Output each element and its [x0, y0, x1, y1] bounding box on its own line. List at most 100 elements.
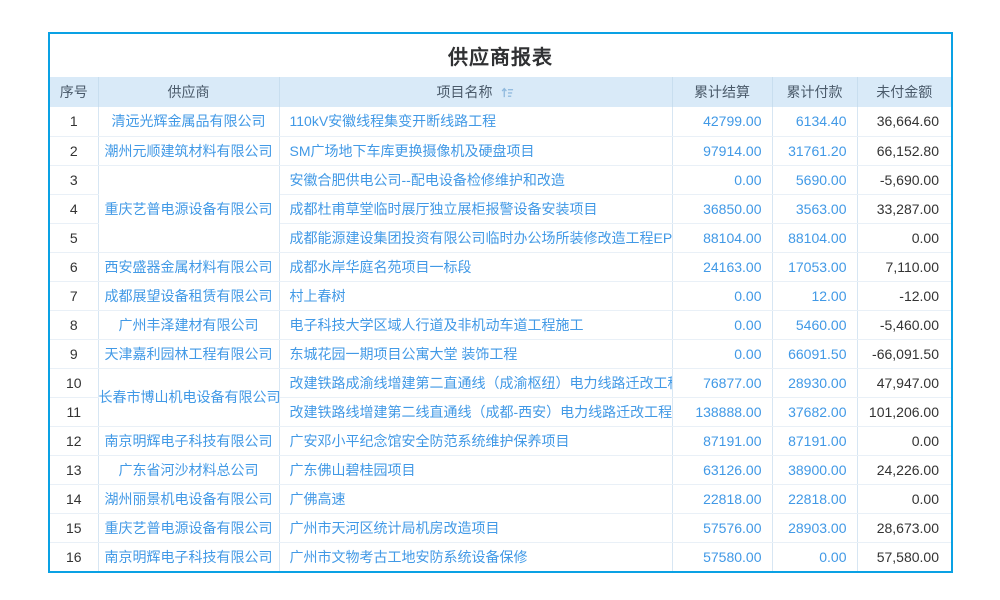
project-name-cell[interactable]: 广佛高速 — [279, 484, 673, 514]
settled-amount-cell[interactable]: 0.00 — [672, 165, 773, 195]
table-row: 3 重庆艺普电源设备有限公司 安徽合肥供电公司--配电设备检修维护和改造 0.00 56… — [50, 165, 951, 253]
supplier-cell[interactable]: 潮州元顺建筑材料有限公司 — [98, 136, 280, 166]
project-name-cell[interactable]: SM广场地下车库更换摄像机及硬盘项目 — [279, 136, 673, 166]
paid-amount-cell[interactable]: 66091.50 — [772, 339, 858, 369]
page-title: 供应商报表 — [448, 47, 553, 69]
table-row: 12 南京明辉电子科技有限公司 广安邓小平纪念馆安全防范系统维护保养项目 87191.… — [50, 426, 951, 456]
paid-amount-cell[interactable]: 28930.00 — [772, 368, 858, 398]
sort-ascending-icon[interactable] — [501, 86, 514, 99]
table-row: 11 改建铁路线增建第二线直通线（成都-西安）电力线路迁改工程 138888.00 3… — [50, 397, 951, 427]
project-name-cell[interactable]: 村上春树 — [279, 281, 673, 311]
unpaid-amount-cell: 33,287.00 — [857, 194, 951, 224]
project-name-cell[interactable]: 110kV安徽线程集变开断线路工程 — [279, 107, 673, 137]
header-project[interactable]: 项目名称 — [279, 77, 673, 107]
settled-amount-cell[interactable]: 138888.00 — [672, 397, 773, 427]
paid-amount-cell[interactable]: 88104.00 — [772, 223, 858, 253]
paid-amount-cell[interactable]: 6134.40 — [772, 107, 858, 137]
header-no: 序号 — [50, 77, 99, 107]
table-row: 16 南京明辉电子科技有限公司 广州市文物考古工地安防系统设备保修 57580.00 0… — [50, 542, 951, 571]
row-index-cell: 15 — [50, 513, 99, 543]
settled-amount-cell[interactable]: 36850.00 — [672, 194, 773, 224]
project-name-cell[interactable]: 成都水岸华庭名苑项目一标段 — [279, 252, 673, 282]
unpaid-amount-cell: -5,460.00 — [857, 310, 951, 340]
project-name-cell[interactable]: 东城花园一期项目公寓大堂 装饰工程 — [279, 339, 673, 369]
paid-amount-cell[interactable]: 17053.00 — [772, 252, 858, 282]
settled-amount-cell[interactable]: 97914.00 — [672, 136, 773, 166]
table-row: 5成都能源建设集团投资有限公司临时办公场所装修改造工程EPC总承包88104.0… — [50, 223, 951, 253]
table-row: 7 成都展望设备租赁有限公司 村上春树 0.00 12.00 -12.00 — [50, 281, 951, 311]
project-name-cell[interactable]: 成都杜甫草堂临时展厅独立展柜报警设备安装项目 — [279, 194, 673, 224]
supplier-cell[interactable]: 长春市博山机电设备有限公司 — [98, 368, 280, 427]
row-index-cell: 9 — [50, 339, 99, 369]
table-row: 9 天津嘉利园林工程有限公司 东城花园一期项目公寓大堂 装饰工程 0.00 66091.… — [50, 339, 951, 369]
supplier-cell[interactable]: 西安盛器金属材料有限公司 — [98, 252, 280, 282]
settled-amount-cell[interactable]: 57576.00 — [672, 513, 773, 543]
settled-amount-cell[interactable]: 22818.00 — [672, 484, 773, 514]
paid-amount-cell[interactable]: 22818.00 — [772, 484, 858, 514]
settled-amount-cell[interactable]: 0.00 — [672, 310, 773, 340]
supplier-cell[interactable]: 广州丰泽建材有限公司 — [98, 310, 280, 340]
table-row: 15 重庆艺普电源设备有限公司 广州市天河区统计局机房改造项目 57576.00 289… — [50, 513, 951, 543]
paid-amount-cell[interactable]: 5460.00 — [772, 310, 858, 340]
settled-amount-cell[interactable]: 87191.00 — [672, 426, 773, 456]
unpaid-amount-cell: 47,947.00 — [857, 368, 951, 398]
paid-amount-cell[interactable]: 38900.00 — [772, 455, 858, 485]
paid-amount-cell[interactable]: 28903.00 — [772, 513, 858, 543]
supplier-cell[interactable]: 南京明辉电子科技有限公司 — [98, 426, 280, 456]
project-name-cell[interactable]: 成都能源建设集团投资有限公司临时办公场所装修改造工程EPC总承包 — [279, 223, 673, 253]
settled-amount-cell[interactable]: 57580.00 — [672, 542, 773, 571]
paid-amount-cell[interactable]: 5690.00 — [772, 165, 858, 195]
table-row: 1 清远光辉金属品有限公司 110kV安徽线程集变开断线路工程 42799.00 613… — [50, 107, 951, 137]
paid-amount-cell[interactable]: 3563.00 — [772, 194, 858, 224]
settled-amount-cell[interactable]: 76877.00 — [672, 368, 773, 398]
project-name-cell[interactable]: 改建铁路成渝线增建第二直通线（成渝枢纽）电力线路迁改工程 — [279, 368, 673, 398]
project-name-cell[interactable]: 广州市文物考古工地安防系统设备保修 — [279, 542, 673, 571]
report-title-bar: 供应商报表 — [50, 34, 951, 77]
row-index-cell: 4 — [50, 194, 99, 224]
unpaid-amount-cell: 28,673.00 — [857, 513, 951, 543]
row-index-cell: 12 — [50, 426, 99, 456]
project-name-cell[interactable]: 改建铁路线增建第二线直通线（成都-西安）电力线路迁改工程 — [279, 397, 673, 427]
row-index-cell: 13 — [50, 455, 99, 485]
table-body: 1 清远光辉金属品有限公司 110kV安徽线程集变开断线路工程 42799.00 613… — [50, 107, 951, 571]
supplier-report-table: 供应商报表 序号 供应商 项目名称 — [48, 32, 953, 573]
report-table: 序号 供应商 项目名称 累计结算 累计付款 — [50, 77, 951, 571]
settled-amount-cell[interactable]: 63126.00 — [672, 455, 773, 485]
settled-amount-cell[interactable]: 0.00 — [672, 339, 773, 369]
settled-amount-cell[interactable]: 24163.00 — [672, 252, 773, 282]
paid-amount-cell[interactable]: 0.00 — [772, 542, 858, 571]
supplier-cell[interactable]: 重庆艺普电源设备有限公司 — [98, 165, 280, 253]
project-name-cell[interactable]: 电子科技大学区域人行道及非机动车道工程施工 — [279, 310, 673, 340]
header-project-label: 项目名称 — [436, 84, 493, 100]
settled-amount-cell[interactable]: 42799.00 — [672, 107, 773, 137]
settled-amount-cell[interactable]: 88104.00 — [672, 223, 773, 253]
paid-amount-cell[interactable]: 87191.00 — [772, 426, 858, 456]
supplier-cell[interactable]: 南京明辉电子科技有限公司 — [98, 542, 280, 571]
supplier-cell[interactable]: 湖州丽景机电设备有限公司 — [98, 484, 280, 514]
project-name-cell[interactable]: 广安邓小平纪念馆安全防范系统维护保养项目 — [279, 426, 673, 456]
header-paid: 累计付款 — [772, 77, 858, 107]
table-row: 10 长春市博山机电设备有限公司 改建铁路成渝线增建第二直通线（成渝枢纽）电力线路迁… — [50, 368, 951, 427]
unpaid-amount-cell: 0.00 — [857, 426, 951, 456]
table-row: 14 湖州丽景机电设备有限公司 广佛高速 22818.00 22818.00 0.00 — [50, 484, 951, 514]
row-index-cell: 7 — [50, 281, 99, 311]
supplier-cell[interactable]: 天津嘉利园林工程有限公司 — [98, 339, 280, 369]
table-row: 4 成都杜甫草堂临时展厅独立展柜报警设备安装项目 36850.00 3563.00 33… — [50, 194, 951, 224]
supplier-cell[interactable]: 广东省河沙材料总公司 — [98, 455, 280, 485]
unpaid-amount-cell: -12.00 — [857, 281, 951, 311]
table-row: 2 潮州元顺建筑材料有限公司 SM广场地下车库更换摄像机及硬盘项目 97914.00 3… — [50, 136, 951, 166]
supplier-cell[interactable]: 重庆艺普电源设备有限公司 — [98, 513, 280, 543]
project-name-cell[interactable]: 广州市天河区统计局机房改造项目 — [279, 513, 673, 543]
supplier-cell[interactable]: 成都展望设备租赁有限公司 — [98, 281, 280, 311]
table-header: 序号 供应商 项目名称 累计结算 累计付款 — [50, 77, 951, 107]
supplier-cell[interactable]: 清远光辉金属品有限公司 — [98, 107, 280, 137]
row-index-cell: 3 — [50, 165, 99, 195]
project-name-cell[interactable]: 安徽合肥供电公司--配电设备检修维护和改造 — [279, 165, 673, 195]
paid-amount-cell[interactable]: 31761.20 — [772, 136, 858, 166]
header-unpaid: 未付金额 — [857, 77, 951, 107]
project-name-cell[interactable]: 广东佛山碧桂园项目 — [279, 455, 673, 485]
paid-amount-cell[interactable]: 37682.00 — [772, 397, 858, 427]
paid-amount-cell[interactable]: 12.00 — [772, 281, 858, 311]
unpaid-amount-cell: 24,226.00 — [857, 455, 951, 485]
settled-amount-cell[interactable]: 0.00 — [672, 281, 773, 311]
